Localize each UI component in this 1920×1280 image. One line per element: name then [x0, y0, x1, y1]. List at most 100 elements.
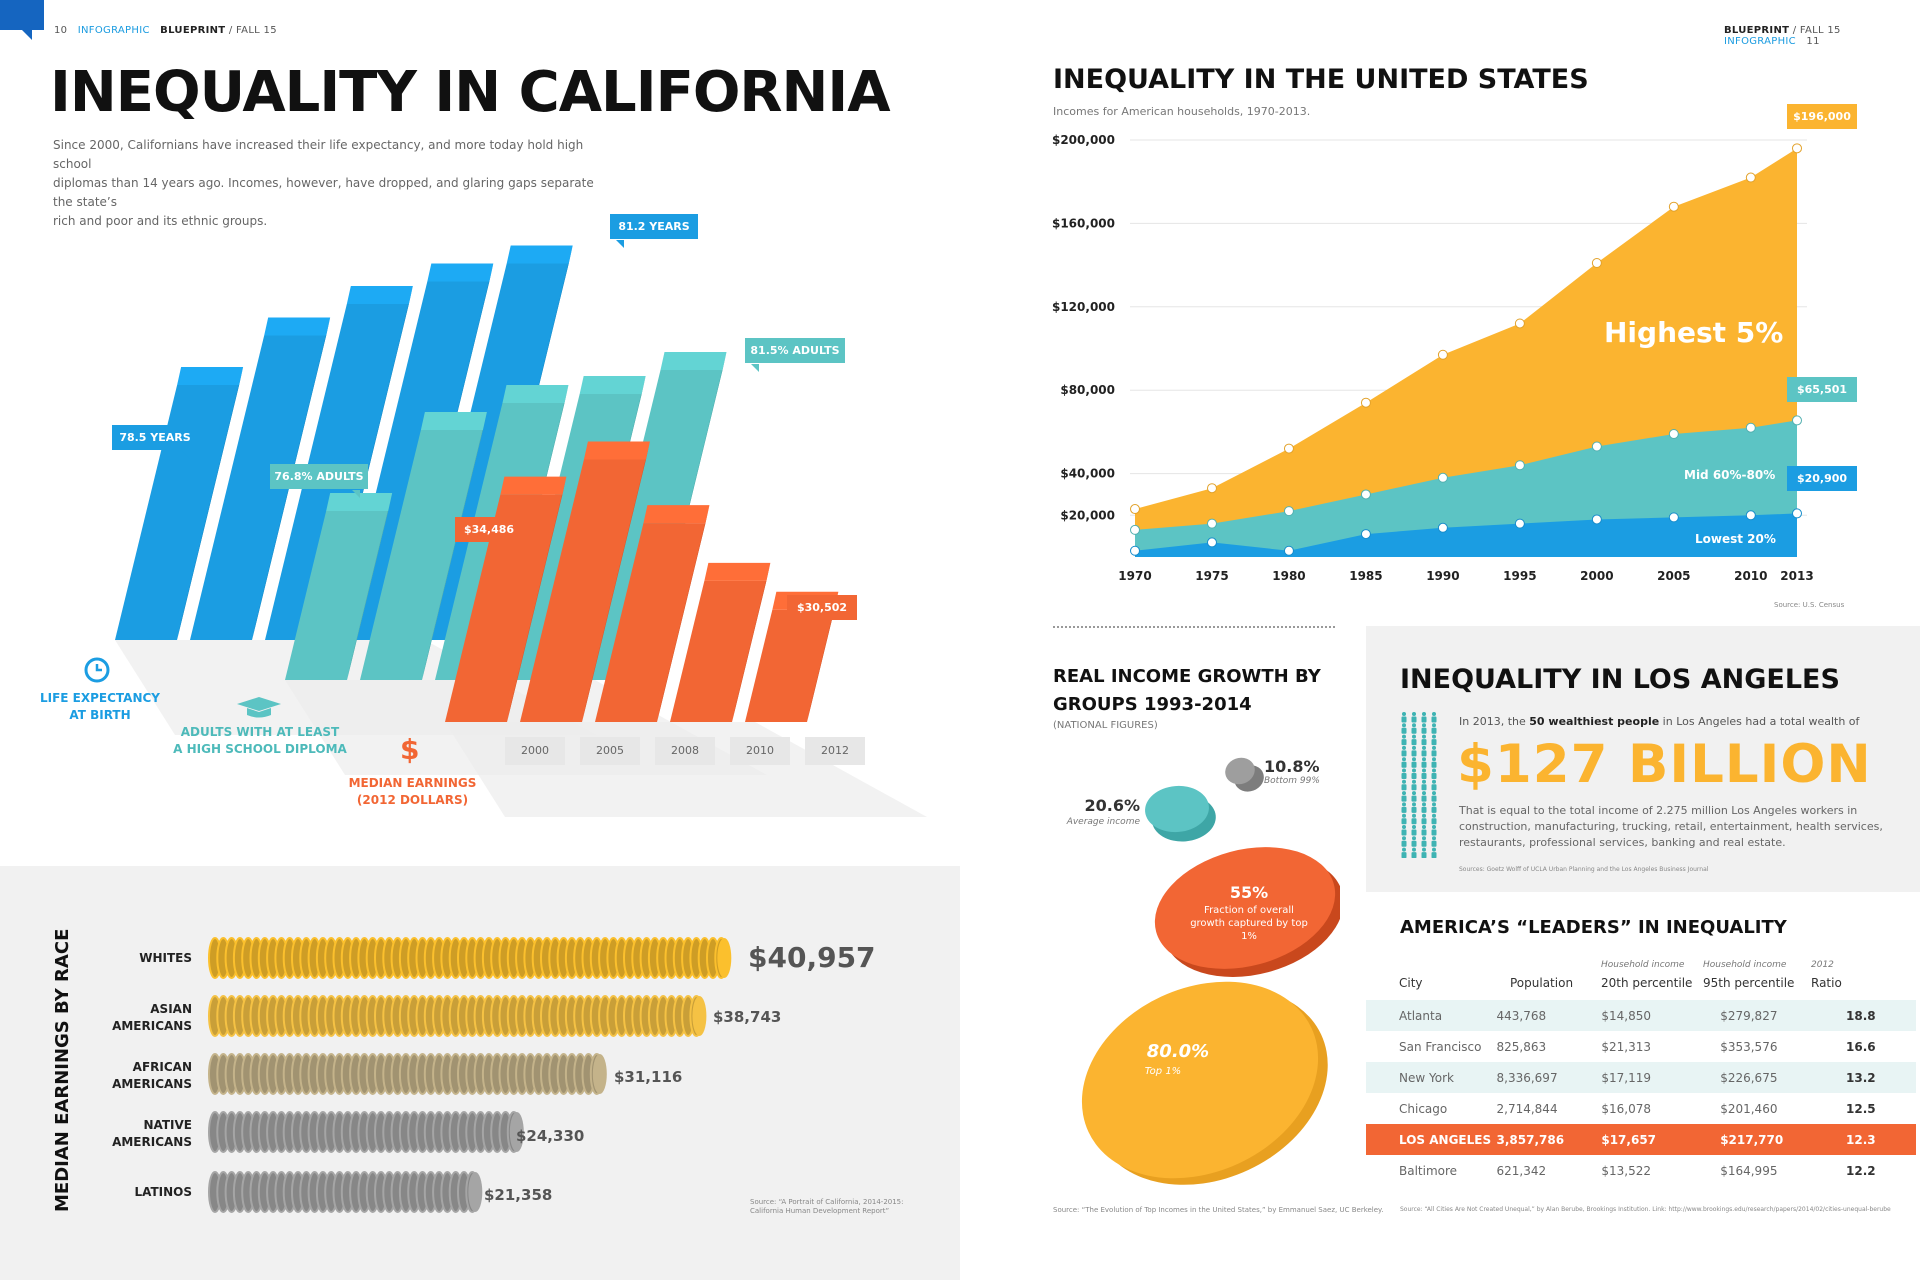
person-icon: [1431, 734, 1437, 746]
issue-label: / FALL 15: [228, 25, 277, 36]
person-icon: [1411, 847, 1417, 858]
hs-first-callout: 76.8% ADULTS: [270, 464, 368, 489]
table-row: LOS ANGELES 3,857,786 $17,657 $217,770 12.3: [1366, 1124, 1916, 1155]
bar-top: [506, 245, 573, 264]
la-desc: That is equal to the total income of 2.2…: [1459, 803, 1883, 851]
la-lead-bold: 50 wealthiest people: [1529, 715, 1660, 728]
page-number: 10: [54, 25, 68, 36]
x-tick-label: 1995: [1503, 569, 1536, 583]
la-desc-line: That is equal to the total income of 2.2…: [1459, 804, 1858, 817]
race-label-line: LATINOS: [134, 1185, 192, 1199]
race-label: AFRICAN AMERICANS: [90, 1059, 192, 1093]
race-label-line: WHITES: [139, 951, 192, 965]
race-label: WHITES: [90, 950, 192, 967]
col-p20: 20th percentile: [1601, 976, 1693, 990]
bar-side: [807, 591, 839, 722]
la-title: INEQUALITY IN LOS ANGELES: [1400, 664, 1840, 695]
person-icon: [1421, 723, 1427, 734]
person-icon: [1421, 825, 1427, 836]
person-icon: [1401, 836, 1407, 847]
source-line: California Human Development Report”: [750, 1207, 890, 1215]
table-cell: 18.8: [1846, 1008, 1876, 1023]
person-icon: [1411, 802, 1417, 813]
person-icon: [1421, 847, 1427, 858]
data-point: [1591, 441, 1602, 452]
growth-title-line: REAL INCOME GROWTH BY: [1053, 666, 1321, 687]
bar-top: [583, 441, 650, 460]
leaders-source: Source: “All Cities Are Not Created Uneq…: [1400, 1206, 1891, 1213]
bar-top: [427, 263, 494, 282]
bar-side: [657, 505, 710, 722]
legend-line: MEDIAN EARNINGS: [348, 776, 477, 790]
growth-value-top1: 80.0%: [1146, 1041, 1210, 1062]
callout-pointer: [507, 543, 515, 551]
la-lead-pre: In 2013, the: [1459, 715, 1526, 728]
data-point: [1668, 428, 1679, 439]
coin: [692, 996, 707, 1036]
table-row: Chicago 2,714,844 $16,078 $201,460 12.5: [1366, 1093, 1916, 1124]
race-value: $31,116: [614, 1068, 683, 1086]
bubble: [1225, 757, 1255, 785]
data-point: [1130, 545, 1140, 556]
us-area-chart: $20,000 $40,000 $80,000 $120,000 $160,000 $20…: [1052, 133, 1814, 583]
person-icon: [1401, 768, 1407, 779]
ca-intro: Since 2000, Californians have increased …: [53, 136, 613, 231]
life-first-callout: 78.5 YEARS: [112, 425, 198, 450]
person-icon: [1431, 802, 1437, 813]
data-point: [1792, 508, 1802, 519]
race-label-line: AMERICANS: [112, 1019, 192, 1033]
person-icon: [1411, 734, 1417, 746]
data-point: [1360, 397, 1371, 408]
person-icon: [1401, 757, 1407, 768]
data-point: [1360, 529, 1371, 540]
bar-top: [346, 286, 413, 304]
bar-top: [660, 352, 727, 370]
data-point: [1130, 504, 1140, 515]
person-icon: [1411, 836, 1417, 847]
year-label: 2008: [655, 737, 715, 765]
bar-top: [177, 367, 244, 385]
callout-pointer: [352, 490, 360, 498]
table-cell: 2,714,844: [1496, 1101, 1558, 1116]
divider: [1053, 626, 1335, 628]
y-tick-label: $160,000: [1052, 216, 1115, 230]
coin-stack: [208, 937, 732, 979]
col-p20-top: Household income: [1601, 960, 1685, 970]
bar-side: [582, 441, 650, 722]
x-tick-label: 1980: [1272, 569, 1305, 583]
race-value: $24,330: [516, 1127, 585, 1145]
col-ratio-top: 2012: [1811, 960, 1834, 970]
earn-first-callout: $34,486: [455, 517, 523, 542]
growth-title: REAL INCOME GROWTH BY GROUPS 1993-2014: [1053, 663, 1321, 719]
table-cell: $217,770: [1720, 1132, 1784, 1147]
la-desc-line: restaurants, professional services, bank…: [1459, 836, 1786, 849]
data-point: [1206, 518, 1217, 529]
graduation-cap-icon: [237, 697, 281, 718]
ca-intro-line: rich and poor and its ethnic groups.: [53, 214, 268, 228]
legend-line: A HIGH SCHOOL DIPLOMA: [173, 742, 347, 756]
page-number: 11: [1806, 36, 1820, 47]
us-callout-top: $196,000: [1787, 104, 1857, 129]
table-row: Baltimore 621,342 $13,522 $164,995 12.2: [1366, 1155, 1916, 1186]
issue-label: / FALL 15: [1792, 25, 1841, 36]
legend-line: ADULTS WITH AT LEAST: [180, 725, 340, 739]
data-point: [1283, 443, 1294, 454]
col-p95: 95th percentile: [1703, 976, 1795, 990]
person-icon: [1421, 757, 1427, 768]
y-tick-label: $200,000: [1052, 133, 1115, 147]
la-panel: [1366, 626, 1920, 892]
table-cell: 443,768: [1496, 1008, 1547, 1023]
legend-line: AT BIRTH: [69, 708, 131, 722]
section-label: INFOGRAPHIC: [1724, 36, 1796, 47]
data-point: [1283, 506, 1294, 517]
person-icon: [1421, 768, 1427, 779]
year-label: 2010: [730, 737, 790, 765]
data-point: [1360, 489, 1371, 500]
leaders-header: City Population Household income 20th pe…: [1366, 960, 1920, 996]
person-icon: [1431, 825, 1437, 836]
race-label-line: AFRICAN: [132, 1060, 192, 1074]
table-row: San Francisco 825,863 $21,313 $353,576 16.6: [1366, 1031, 1916, 1062]
growth-value-fraction: 55%: [1229, 883, 1269, 902]
coin: [509, 1112, 524, 1152]
growth-title-line: GROUPS 1993-2014: [1053, 694, 1252, 715]
